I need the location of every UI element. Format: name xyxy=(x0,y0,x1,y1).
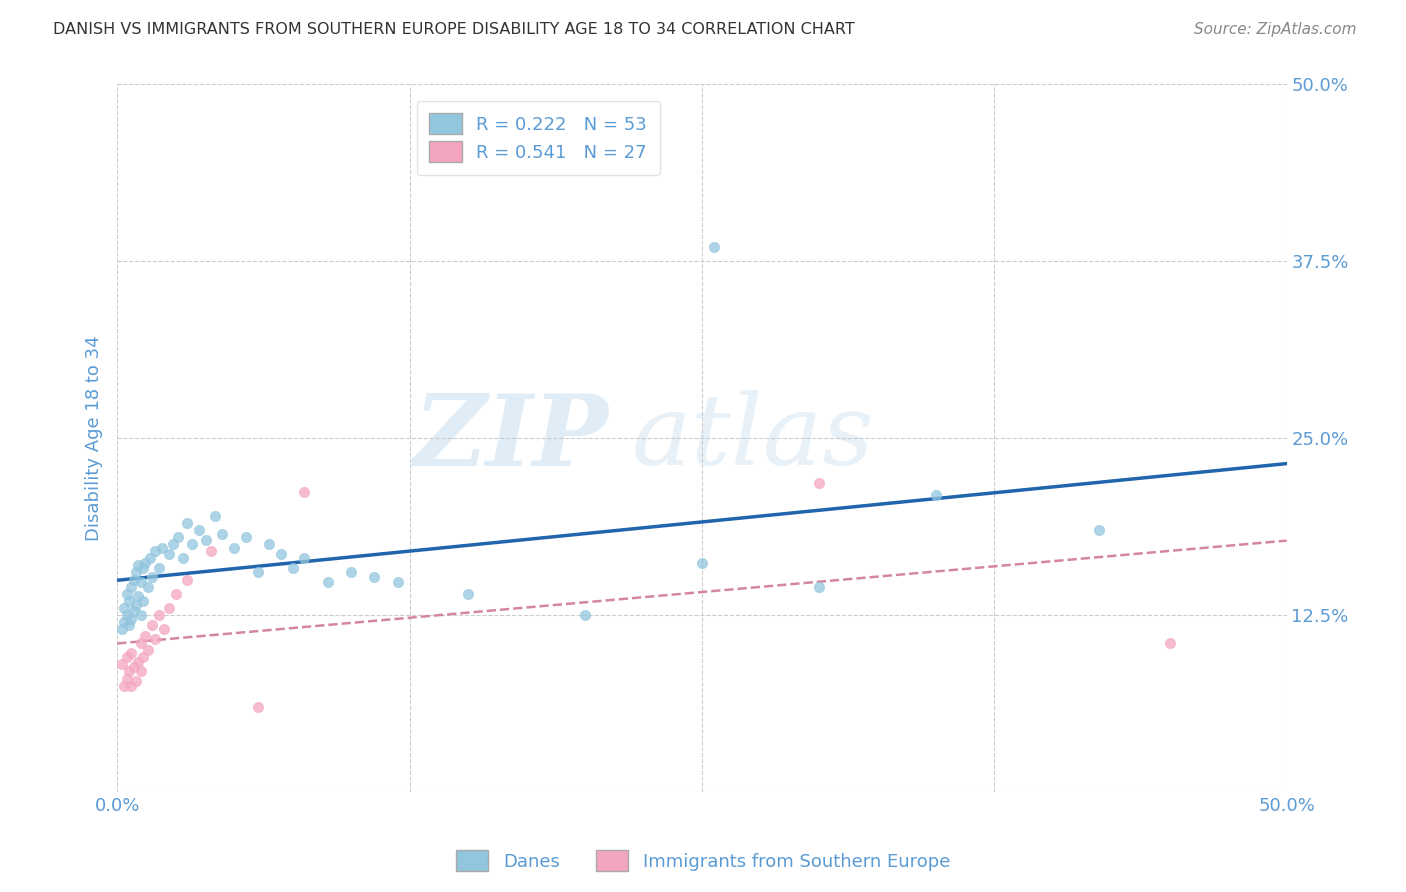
Point xyxy=(195,533,218,547)
Point xyxy=(129,665,152,679)
Point xyxy=(316,575,339,590)
Legend: R = 0.222   N = 53, R = 0.541   N = 27: R = 0.222 N = 53, R = 0.541 N = 27 xyxy=(416,101,659,175)
Point xyxy=(120,679,142,693)
Point xyxy=(148,607,170,622)
Point xyxy=(111,657,134,672)
Point xyxy=(200,544,222,558)
Point xyxy=(132,561,155,575)
Point xyxy=(118,593,141,607)
Point xyxy=(141,617,163,632)
Point xyxy=(120,646,142,660)
Point xyxy=(143,544,166,558)
Point xyxy=(115,672,138,686)
Text: ZIP: ZIP xyxy=(413,390,609,486)
Point xyxy=(246,699,269,714)
Point xyxy=(127,558,149,573)
Point xyxy=(127,655,149,669)
Text: DANISH VS IMMIGRANTS FROM SOUTHERN EUROPE DISABILITY AGE 18 TO 34 CORRELATION CH: DANISH VS IMMIGRANTS FROM SOUTHERN EUROP… xyxy=(53,22,855,37)
Point xyxy=(181,537,204,551)
Point xyxy=(246,566,269,580)
Point xyxy=(235,530,257,544)
Text: Source: ZipAtlas.com: Source: ZipAtlas.com xyxy=(1194,22,1357,37)
Point xyxy=(925,488,948,502)
Point xyxy=(136,580,159,594)
Point xyxy=(1088,523,1111,537)
Point xyxy=(112,615,135,629)
Point xyxy=(141,570,163,584)
Point xyxy=(111,622,134,636)
Point xyxy=(292,484,315,499)
Point xyxy=(127,590,149,604)
Point xyxy=(134,556,156,570)
Point xyxy=(153,622,176,636)
Point xyxy=(1159,636,1181,650)
Point xyxy=(150,541,173,556)
Point xyxy=(115,650,138,665)
Point xyxy=(157,600,180,615)
Point xyxy=(807,476,830,491)
Point xyxy=(129,575,152,590)
Point xyxy=(132,593,155,607)
Point xyxy=(134,629,156,643)
Point xyxy=(167,530,190,544)
Point xyxy=(122,604,145,618)
Point xyxy=(125,598,148,612)
Point xyxy=(165,587,187,601)
Point xyxy=(112,600,135,615)
Point xyxy=(204,508,226,523)
Point xyxy=(122,660,145,674)
Point xyxy=(115,607,138,622)
Point xyxy=(148,561,170,575)
Point xyxy=(257,537,280,551)
Point xyxy=(292,551,315,566)
Point xyxy=(120,612,142,626)
Point xyxy=(574,607,596,622)
Point xyxy=(176,573,198,587)
Point xyxy=(188,523,211,537)
Point xyxy=(363,570,385,584)
Text: atlas: atlas xyxy=(631,391,875,486)
Point xyxy=(224,541,246,556)
Point xyxy=(129,636,152,650)
Point xyxy=(157,547,180,561)
Point xyxy=(115,587,138,601)
Point xyxy=(176,516,198,530)
Point xyxy=(690,556,713,570)
Point xyxy=(270,547,292,561)
Point xyxy=(125,674,148,689)
Point xyxy=(340,566,363,580)
Point xyxy=(281,561,304,575)
Point xyxy=(211,527,233,541)
Point xyxy=(162,537,184,551)
Point xyxy=(120,580,142,594)
Point xyxy=(118,617,141,632)
Point xyxy=(136,643,159,657)
Point xyxy=(703,240,725,254)
Y-axis label: Disability Age 18 to 34: Disability Age 18 to 34 xyxy=(86,335,103,541)
Point xyxy=(457,587,479,601)
Point xyxy=(118,665,141,679)
Point xyxy=(112,679,135,693)
Point xyxy=(387,575,409,590)
Point xyxy=(132,650,155,665)
Point xyxy=(125,566,148,580)
Legend: Danes, Immigrants from Southern Europe: Danes, Immigrants from Southern Europe xyxy=(449,843,957,879)
Point xyxy=(129,607,152,622)
Point xyxy=(122,573,145,587)
Point xyxy=(172,551,194,566)
Point xyxy=(143,632,166,646)
Point xyxy=(139,551,162,566)
Point xyxy=(807,580,830,594)
